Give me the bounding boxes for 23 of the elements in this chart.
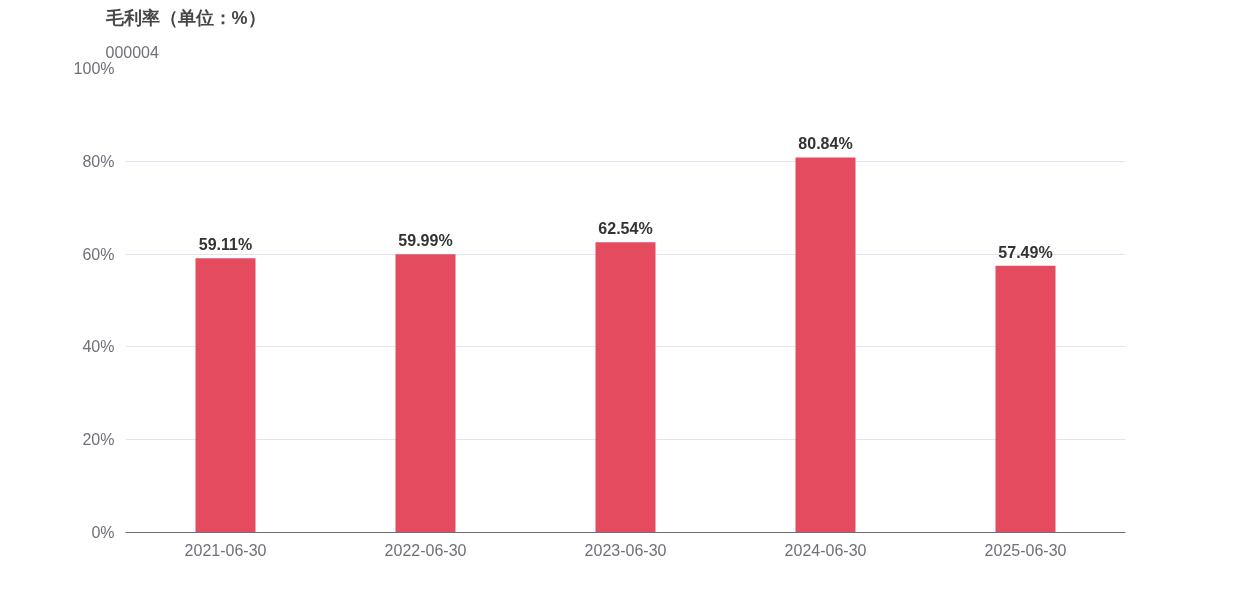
bar: [595, 242, 656, 533]
y-tick-label: 40%: [82, 338, 115, 356]
y-tick-label: 80%: [82, 152, 115, 170]
data-label: 59.11%: [198, 236, 253, 254]
bar: [795, 157, 856, 533]
data-label: 59.99%: [398, 232, 453, 250]
x-tick-label: 2025-06-30: [984, 541, 1067, 559]
data-label: 80.84%: [798, 135, 853, 153]
data-label: 57.49%: [998, 243, 1053, 261]
chart-subtitle: 000004: [105, 43, 159, 61]
y-tick-label: 0%: [91, 524, 115, 541]
data-label: 62.54%: [598, 220, 653, 238]
x-tick-label: 2024-06-30: [784, 541, 867, 559]
y-tick-label: 100%: [73, 60, 115, 77]
bar: [395, 254, 456, 533]
x-tick-label: 2022-06-30: [384, 541, 467, 559]
chart-title: 毛利率（单位：%）: [104, 7, 266, 28]
y-tick-label: 20%: [82, 431, 115, 449]
y-tick-label: 60%: [82, 245, 115, 263]
bar: [995, 265, 1056, 533]
x-tick-label: 2021-06-30: [184, 541, 267, 559]
x-tick-label: 2023-06-30: [584, 541, 667, 559]
bar: [195, 258, 256, 533]
